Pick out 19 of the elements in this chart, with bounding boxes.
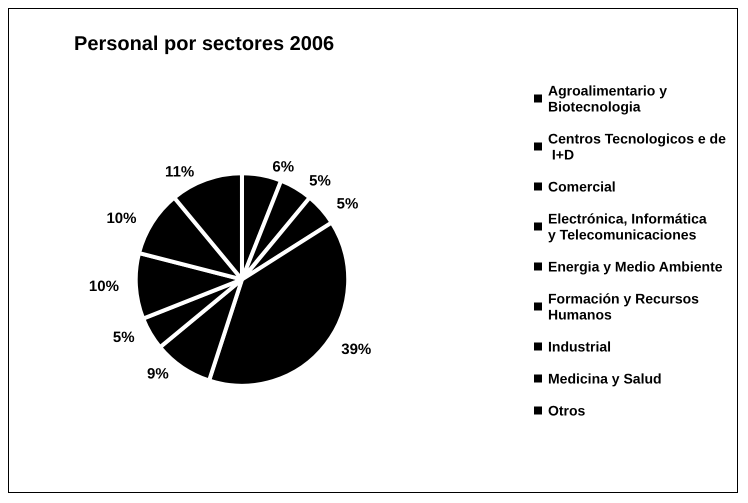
legend-label: Energia y Medio Ambiente	[548, 258, 723, 274]
legend-label: Medicina y Salud	[548, 370, 662, 386]
legend-label: Otros	[548, 402, 586, 418]
data-label: 6%	[272, 158, 294, 176]
legend-label: Agroalimentario y Biotecnologia	[548, 82, 671, 114]
data-label: 5%	[112, 329, 135, 346]
legend-label: Centros Tecnologicos e de I+D	[548, 130, 726, 162]
chart-title: Personal por sectores 2006	[74, 33, 334, 55]
data-label: 10%	[88, 278, 119, 296]
legend-label: Formación y Recursos Humanos	[548, 290, 703, 322]
data-label: 5%	[336, 195, 358, 212]
data-label: 5%	[309, 172, 331, 190]
data-label: 11%	[165, 163, 194, 180]
data-label: 10%	[106, 210, 136, 227]
legend-label: Industrial	[548, 338, 612, 354]
legend-label: Electrónica, Informática y Telecomunicaciones	[548, 210, 711, 242]
data-label: 9%	[147, 365, 169, 382]
data-label: 39%	[341, 341, 372, 358]
legend-label: Comercial	[548, 178, 616, 194]
